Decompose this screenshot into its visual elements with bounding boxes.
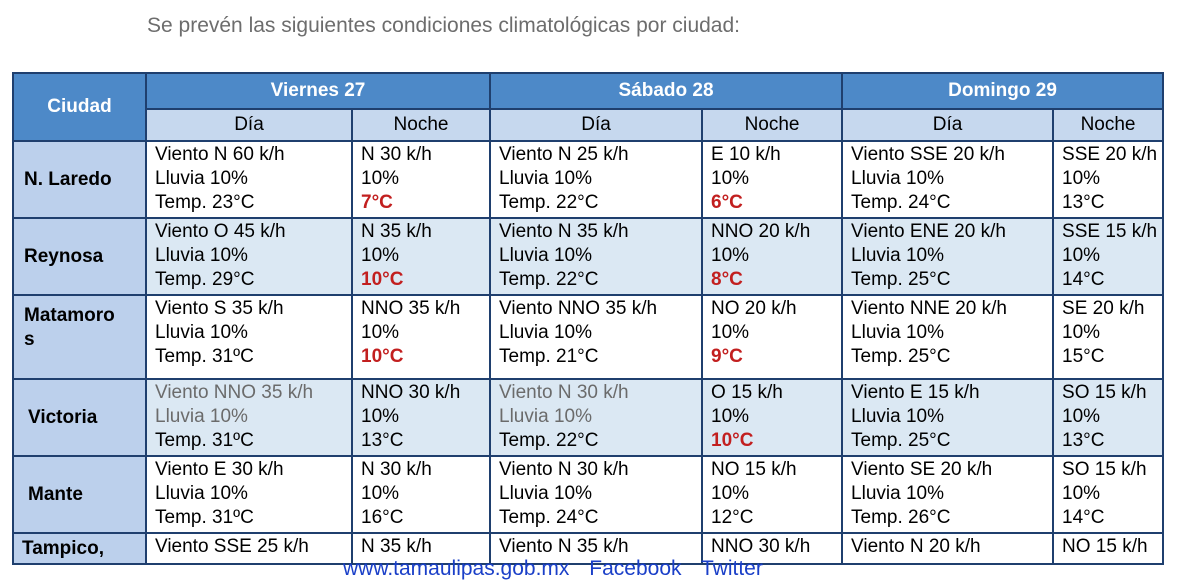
forecast-cell: Viento SSE 20 k/h Lluvia 10% Temp. 24°C bbox=[841, 140, 1055, 219]
city-name: N. Laredo bbox=[12, 140, 147, 219]
intro-text: Se prevén las siguientes condiciones cli… bbox=[147, 14, 741, 37]
forecast-cell: NNO 20 k/h 10% 8°C bbox=[701, 217, 844, 296]
forecast-cell: N 30 k/h 10% 7°C bbox=[350, 140, 492, 219]
footer-links: www.tamaulipas.gob.mx Facebook Twitter bbox=[343, 557, 777, 581]
forecast-cell: NNO 30 k/h 10% 13°C bbox=[350, 378, 492, 457]
table-row: Matamoro s Viento S 35 k/h Lluvia 10% Temp.… bbox=[12, 294, 1165, 380]
city-column-header: Ciudad bbox=[12, 72, 147, 142]
table-row: Victoria Viento NNO 35 k/h Lluvia 10% Temp… bbox=[12, 378, 1165, 457]
forecast-cell: Viento E 15 k/h Lluvia 10% Temp. 25°C bbox=[841, 378, 1055, 457]
forecast-cell: E 10 k/h 10% 6°C bbox=[701, 140, 844, 219]
table-row: Tampico, Viento SSE 25 k/h N 35 k/h Vien… bbox=[12, 532, 1165, 565]
forecast-cell: N 30 k/h 10% 16°C bbox=[350, 455, 492, 534]
low-temp: 10°C bbox=[361, 346, 404, 367]
forecast-cell: Viento NNO 35 k/h Lluvia 10% Temp. 21°C bbox=[489, 294, 704, 380]
table-row: Mante Viento E 30 k/h Lluvia 10% Temp. 31º… bbox=[12, 455, 1165, 534]
low-temp: 9°C bbox=[711, 346, 743, 367]
site-link[interactable]: www.tamaulipas.gob.mx bbox=[343, 557, 570, 580]
table-row: N. Laredo Viento N 60 k/h Lluvia 10% Temp.… bbox=[12, 140, 1165, 219]
forecast-cell: Viento S 35 k/h Lluvia 10% Temp. 31ºC bbox=[145, 294, 353, 380]
forecast-cell: Viento ENE 20 k/h Lluvia 10% Temp. 25°C bbox=[841, 217, 1055, 296]
forecast-cell: Viento SSE 25 k/h bbox=[145, 532, 353, 565]
forecast-cell: Viento N 30 k/h Lluvia 10% Temp. 22°C bbox=[489, 378, 704, 457]
forecast-cell: NO 15 k/h 10% 12°C bbox=[701, 455, 844, 534]
city-name: Tampico, bbox=[12, 532, 147, 565]
forecast-cell: NO 15 k/h bbox=[1052, 532, 1165, 565]
forecast-cell: Viento N 35 k/h Lluvia 10% Temp. 22°C bbox=[489, 217, 704, 296]
forecast-cell: NO 20 k/h 10% 9°C bbox=[701, 294, 844, 380]
forecast-cell: Viento SE 20 k/h Lluvia 10% Temp. 26°C bbox=[841, 455, 1055, 534]
forecast-cell: Viento N 20 k/h bbox=[841, 532, 1055, 565]
forecast-cell: N 35 k/h bbox=[350, 532, 492, 565]
forecast-cell: N 35 k/h 10% 10°C bbox=[350, 217, 492, 296]
city-name: Mante bbox=[12, 455, 147, 534]
city-name: Matamoro s bbox=[12, 294, 147, 380]
subheader-day: Día bbox=[489, 108, 704, 142]
low-temp: 6°C bbox=[711, 192, 743, 213]
forecast-cell: SSE 20 k/h 10% 13°C bbox=[1052, 140, 1165, 219]
city-name: Victoria bbox=[12, 378, 147, 457]
subheader-night: Noche bbox=[350, 108, 492, 142]
weather-table: Ciudad Viernes 27 Sábado 28 Domingo 29 D… bbox=[12, 72, 1165, 565]
forecast-cell: SO 15 k/h 10% 14°C bbox=[1052, 455, 1165, 534]
forecast-cell: Viento NNE 20 k/h Lluvia 10% Temp. 25°C bbox=[841, 294, 1055, 380]
low-temp: 10°C bbox=[361, 269, 404, 290]
forecast-cell: NNO 30 k/h bbox=[701, 532, 844, 565]
low-temp: 7°C bbox=[361, 192, 393, 213]
day-header-friday: Viernes 27 bbox=[144, 72, 492, 110]
subheader-day: Día bbox=[145, 108, 353, 142]
forecast-cell: Viento O 45 k/h Lluvia 10% Temp. 29°C bbox=[145, 217, 353, 296]
facebook-link[interactable]: Facebook bbox=[589, 557, 682, 580]
forecast-cell: Viento N 30 k/h Lluvia 10% Temp. 24°C bbox=[489, 455, 704, 534]
low-temp: 10°C bbox=[711, 430, 754, 451]
day-header-saturday: Sábado 28 bbox=[489, 72, 844, 110]
forecast-cell: Viento N 35 k/h bbox=[489, 532, 704, 565]
forecast-cell: O 15 k/h 10% 10°C bbox=[701, 378, 844, 457]
subheader-day: Día bbox=[841, 108, 1055, 142]
forecast-cell: Viento NNO 35 k/h Lluvia 10% Temp. 31ºC bbox=[145, 378, 353, 457]
twitter-link[interactable]: Twitter bbox=[700, 557, 763, 580]
forecast-cell: Viento E 30 k/h Lluvia 10% Temp. 31ºC bbox=[145, 455, 353, 534]
table-row: Reynosa Viento O 45 k/h Lluvia 10% Temp. 2… bbox=[12, 217, 1165, 296]
forecast-cell: Viento N 60 k/h Lluvia 10% Temp. 23°C bbox=[145, 140, 353, 219]
subheader-night: Noche bbox=[701, 108, 844, 142]
forecast-cell: SO 15 k/h 10% 13°C bbox=[1052, 378, 1165, 457]
forecast-cell: Viento N 25 k/h Lluvia 10% Temp. 22°C bbox=[489, 140, 704, 219]
forecast-cell: SSE 15 k/h 10% 14°C bbox=[1052, 217, 1165, 296]
low-temp: 8°C bbox=[711, 269, 743, 290]
forecast-cell: NNO 35 k/h 10% 10°C bbox=[350, 294, 492, 380]
subheader-night: Noche bbox=[1052, 108, 1165, 142]
day-header-sunday: Domingo 29 bbox=[841, 72, 1165, 110]
city-name: Reynosa bbox=[12, 217, 147, 296]
forecast-cell: SE 20 k/h 10% 15°C bbox=[1052, 294, 1165, 380]
